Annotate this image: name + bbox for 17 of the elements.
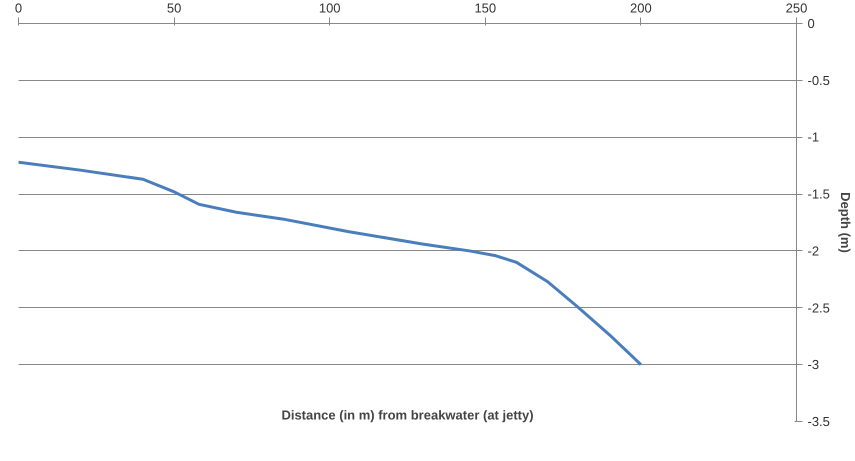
line-series	[18, 160, 642, 366]
y-tick-label: -3	[808, 357, 820, 372]
x-tick-label: 150	[474, 0, 496, 16]
x-axis-title: Distance (in m) from breakwater (at jetty)	[281, 408, 534, 422]
x-tick-label: 250	[786, 0, 808, 16]
y-tick-label: -0.5	[808, 72, 830, 88]
x-tick-label: 100	[318, 0, 341, 16]
y-tick-label: -2	[808, 243, 820, 258]
y-tick-label: -2.5	[808, 300, 830, 316]
x-tick-label: 50	[166, 0, 182, 16]
x-tick-label: 0	[14, 0, 22, 16]
y-tick-label: -1	[808, 130, 820, 145]
y-axis-title: Depth (m)	[838, 192, 853, 253]
x-tick-label: 200	[630, 0, 652, 16]
y-tick-label: 0	[808, 16, 815, 31]
y-tick-label: -1.5	[808, 186, 830, 202]
y-tick-label: -3.5	[808, 414, 830, 429]
